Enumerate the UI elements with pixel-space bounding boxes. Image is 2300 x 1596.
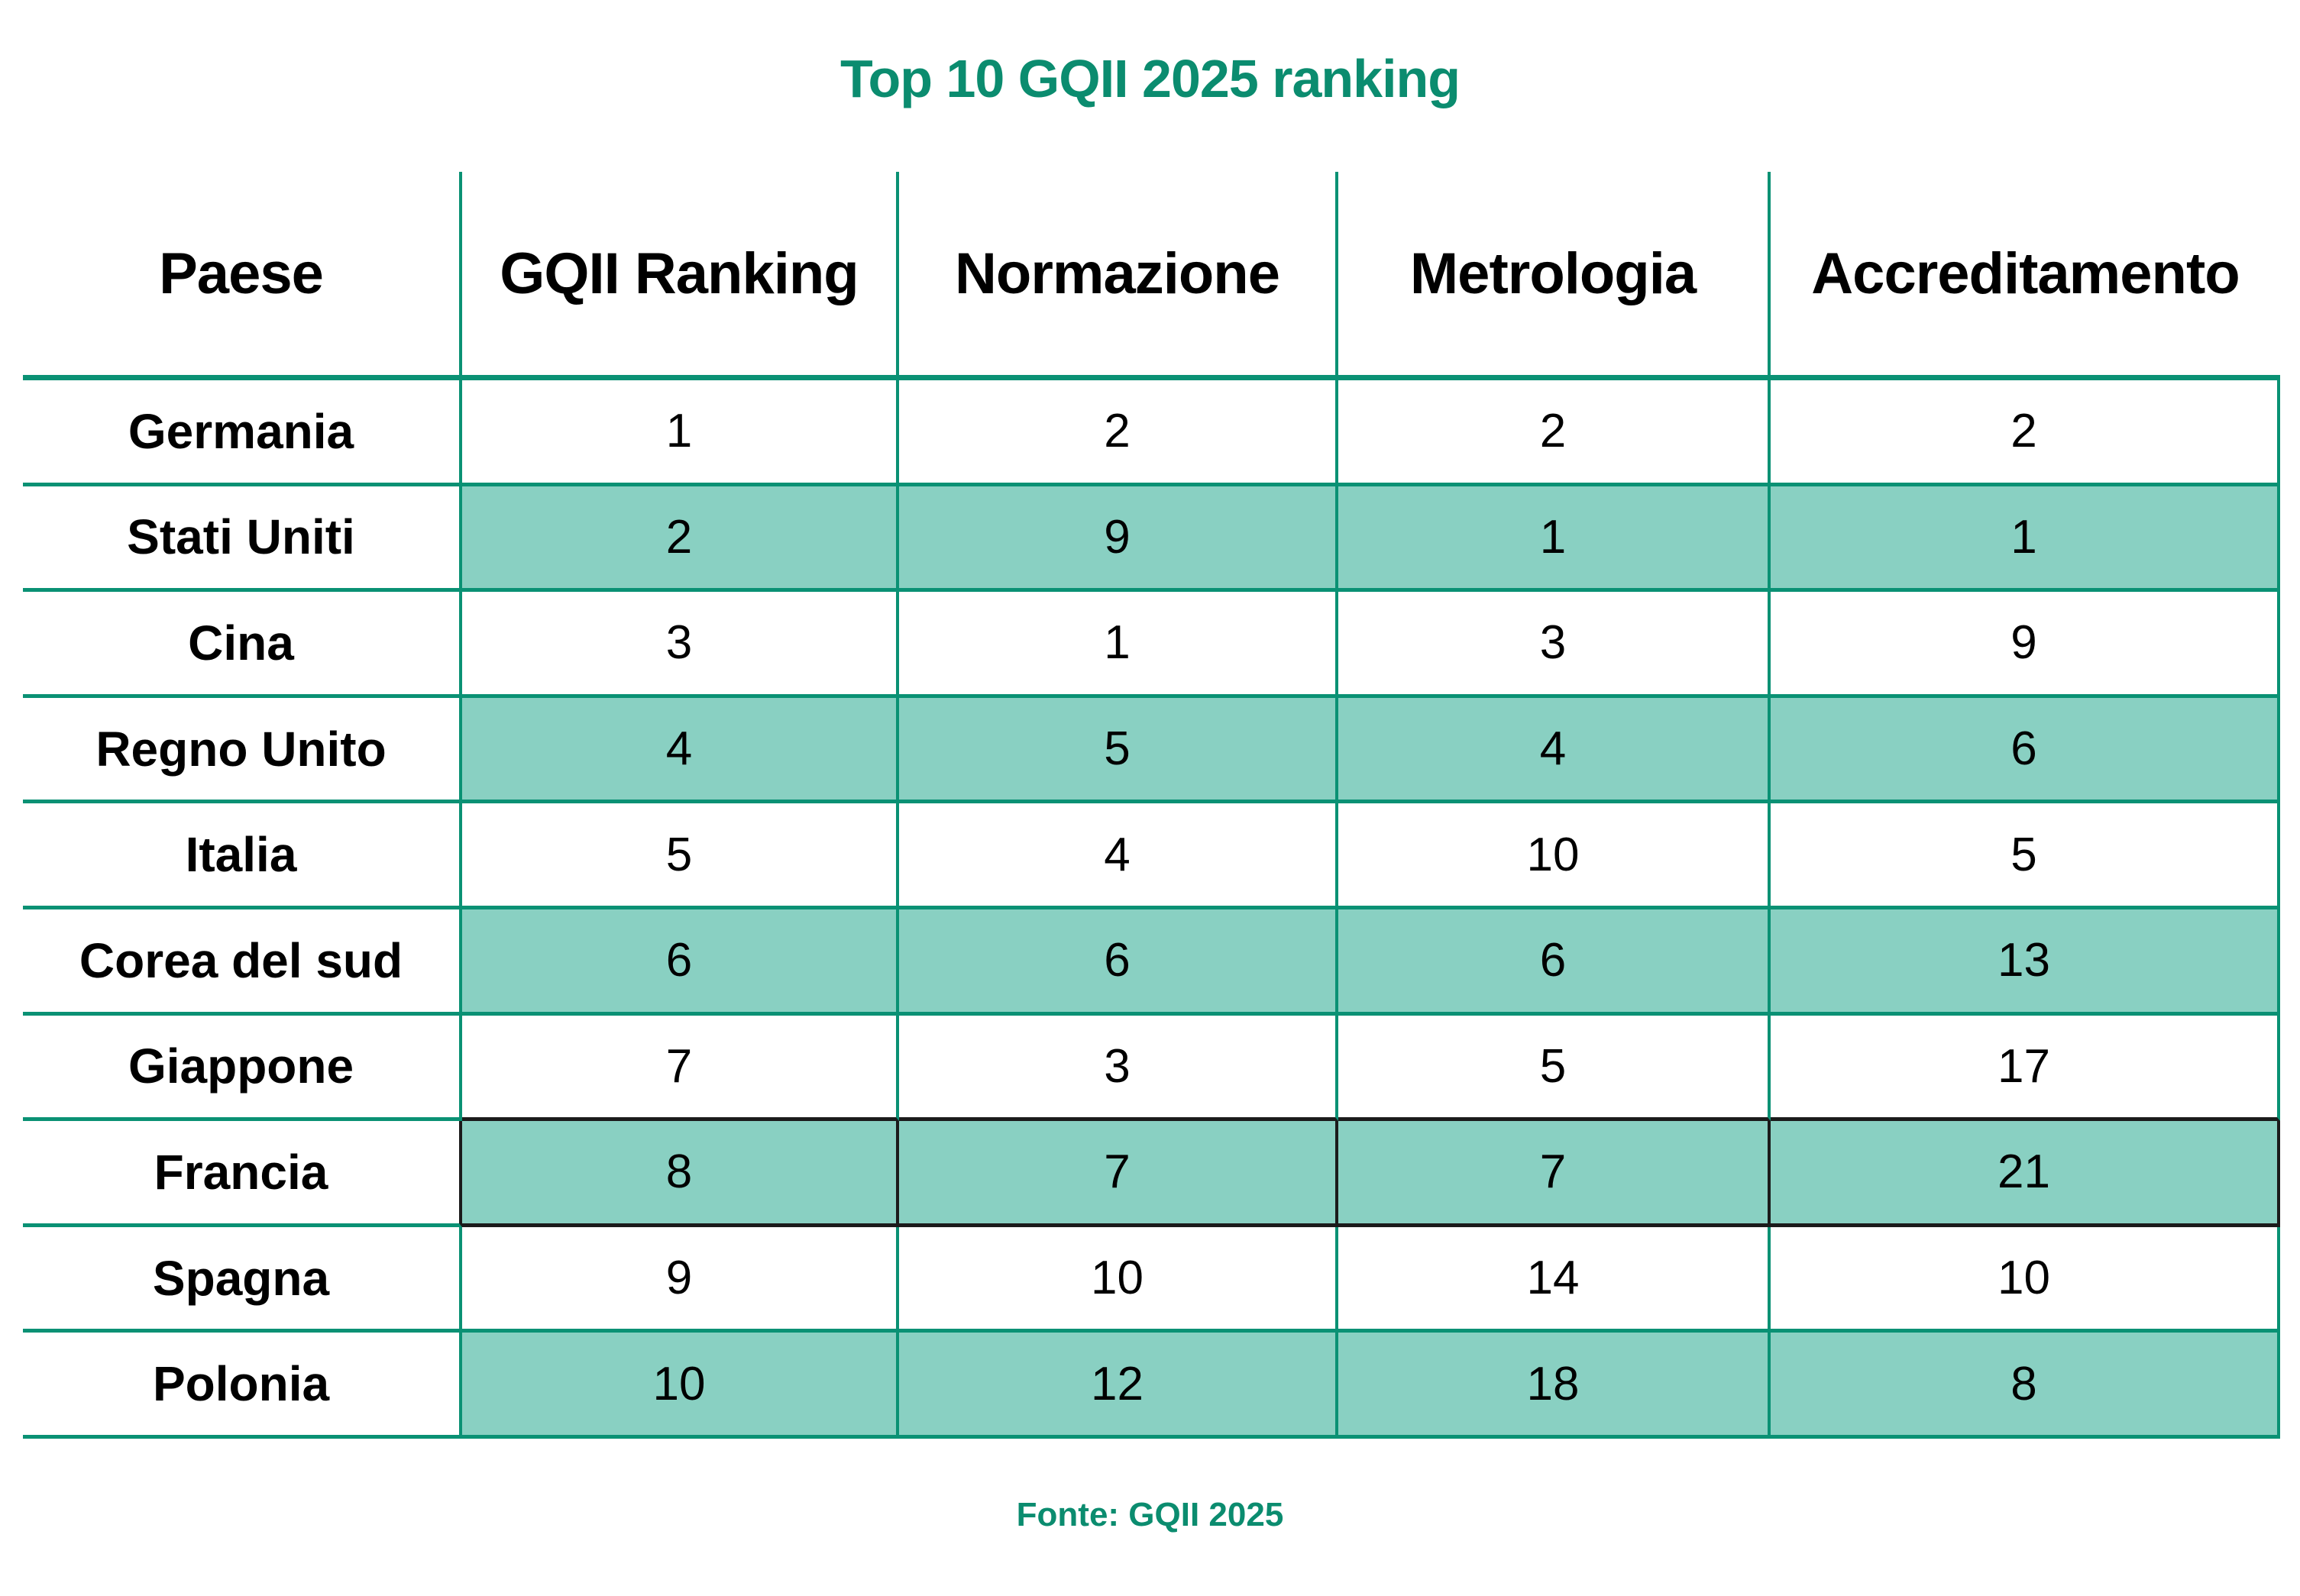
value-cell-spagna-gqii-ranking: 9 — [462, 1226, 899, 1333]
column-header-gqii-ranking: GQII Ranking — [462, 172, 899, 380]
page-title: Top 10 GQII 2025 ranking — [839, 49, 1461, 108]
column-header-accreditamento: Accreditamento — [1771, 172, 2280, 380]
value-cell-stati-uniti-metrologia: 1 — [1338, 486, 1771, 593]
country-cell-spagna: Spagna — [23, 1226, 462, 1333]
country-cell-francia: Francia — [23, 1121, 462, 1227]
value-cell-giappone-gqii-ranking: 7 — [462, 1015, 899, 1122]
country-cell-polonia: Polonia — [23, 1333, 462, 1439]
value-cell-germania-normazione: 2 — [899, 380, 1338, 486]
gqii-ranking-table: Paese GQII Ranking Normazione Metrologia Acc… — [23, 172, 2280, 1439]
country-cell-giappone: Giappone — [23, 1015, 462, 1122]
value-cell-spagna-normazione: 10 — [899, 1226, 1338, 1333]
value-cell-stati-uniti-normazione: 9 — [899, 486, 1338, 593]
value-cell-italia-accreditamento: 5 — [1771, 803, 2280, 909]
column-header-paese: Paese — [23, 172, 462, 380]
value-cell-regno-unito-normazione: 5 — [899, 697, 1338, 804]
value-cell-francia-metrologia: 7 — [1338, 1121, 1771, 1227]
value-cell-spagna-accreditamento: 10 — [1771, 1226, 2280, 1333]
column-header-metrologia: Metrologia — [1338, 172, 1771, 380]
value-cell-polonia-normazione: 12 — [899, 1333, 1338, 1439]
value-cell-polonia-gqii-ranking: 10 — [462, 1333, 899, 1439]
value-cell-giappone-metrologia: 5 — [1338, 1015, 1771, 1122]
value-cell-cina-normazione: 1 — [899, 592, 1338, 698]
country-cell-regno-unito: Regno Unito — [23, 697, 462, 804]
value-cell-cina-metrologia: 3 — [1338, 592, 1771, 698]
country-cell-stati-uniti: Stati Uniti — [23, 486, 462, 593]
value-cell-giappone-accreditamento: 17 — [1771, 1015, 2280, 1122]
value-cell-stati-uniti-accreditamento: 1 — [1771, 486, 2280, 593]
country-cell-cina: Cina — [23, 592, 462, 698]
value-cell-regno-unito-gqii-ranking: 4 — [462, 697, 899, 804]
value-cell-polonia-accreditamento: 8 — [1771, 1333, 2280, 1439]
value-cell-regno-unito-metrologia: 4 — [1338, 697, 1771, 804]
value-cell-spagna-metrologia: 14 — [1338, 1226, 1771, 1333]
value-cell-francia-normazione: 7 — [899, 1121, 1338, 1227]
country-cell-italia: Italia — [23, 803, 462, 909]
value-cell-stati-uniti-gqii-ranking: 2 — [462, 486, 899, 593]
value-cell-cina-accreditamento: 9 — [1771, 592, 2280, 698]
country-cell-germania: Germania — [23, 380, 462, 486]
country-cell-corea-del-sud: Corea del sud — [23, 909, 462, 1016]
value-cell-italia-metrologia: 10 — [1338, 803, 1771, 909]
value-cell-germania-gqii-ranking: 1 — [462, 380, 899, 486]
value-cell-italia-normazione: 4 — [899, 803, 1338, 909]
value-cell-polonia-metrologia: 18 — [1338, 1333, 1771, 1439]
value-cell-germania-accreditamento: 2 — [1771, 380, 2280, 486]
value-cell-regno-unito-accreditamento: 6 — [1771, 697, 2280, 804]
value-cell-corea-del-sud-metrologia: 6 — [1338, 909, 1771, 1016]
source-caption: Fonte: GQII 2025 — [1016, 1496, 1284, 1533]
value-cell-cina-gqii-ranking: 3 — [462, 592, 899, 698]
value-cell-francia-accreditamento: 21 — [1771, 1121, 2280, 1227]
value-cell-francia-gqii-ranking: 8 — [462, 1121, 899, 1227]
value-cell-germania-metrologia: 2 — [1338, 380, 1771, 486]
value-cell-italia-gqii-ranking: 5 — [462, 803, 899, 909]
value-cell-corea-del-sud-normazione: 6 — [899, 909, 1338, 1016]
value-cell-corea-del-sud-gqii-ranking: 6 — [462, 909, 899, 1016]
column-header-normazione: Normazione — [899, 172, 1338, 380]
value-cell-corea-del-sud-accreditamento: 13 — [1771, 909, 2280, 1016]
value-cell-giappone-normazione: 3 — [899, 1015, 1338, 1122]
